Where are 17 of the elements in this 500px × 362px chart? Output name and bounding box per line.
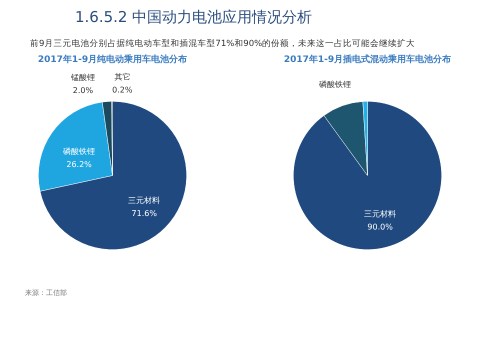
data-label: 71.6%: [132, 209, 158, 218]
data-label: 90.0%: [367, 222, 394, 232]
chart-title: 2017年1-9月纯电动乘用车电池分布: [38, 54, 188, 65]
text: 1.6.5.2 中国动力电池应用情况分析: [75, 8, 312, 26]
pie-slice: [40, 101, 187, 250]
slice-label: 锰酸锂: [70, 72, 95, 82]
data-label: 26.2%: [66, 160, 92, 170]
slice-label: 磷酸铁锂: [62, 147, 96, 156]
data-label: 0.2%: [112, 86, 133, 95]
slice-label: 三元材料: [128, 196, 160, 206]
data-label: 2.0%: [72, 86, 94, 95]
pie-slice: [293, 101, 442, 250]
slice-label: 磷酸铁锂: [318, 80, 351, 89]
slice-label: 三元材料: [364, 209, 396, 218]
chart-title: 2017年1-9月插电式混动乘用车电池分布: [284, 54, 452, 65]
slice-label: 其它: [114, 72, 130, 82]
text: 前9月三元电池分别占据纯电动车型和插混车型71%和90%的份额，未来这一占比可能会继续扩大: [30, 38, 416, 49]
